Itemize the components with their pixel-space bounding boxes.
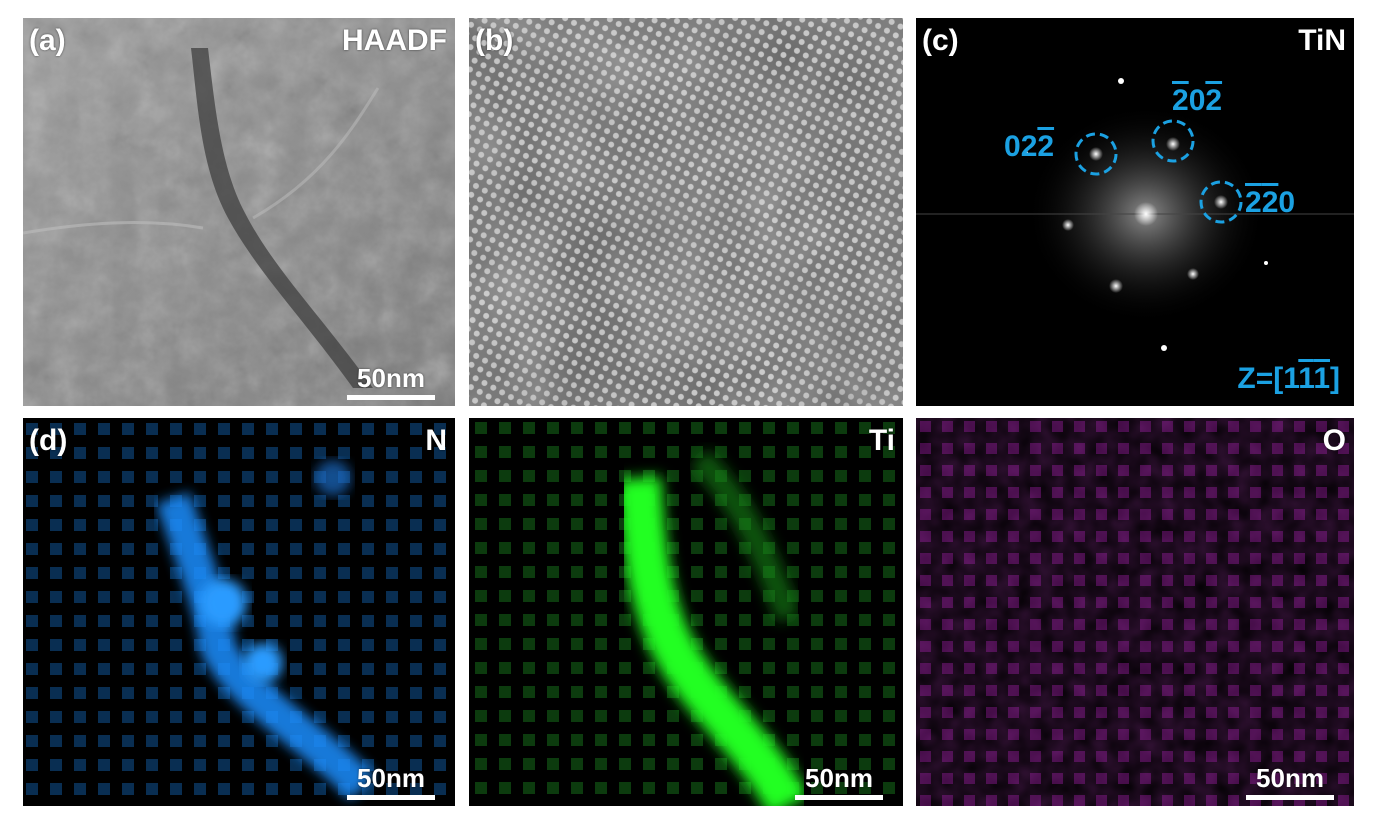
panel-label-b: (b) xyxy=(475,24,514,57)
haadf-image xyxy=(23,18,455,406)
scale-bar-line-d xyxy=(347,795,435,800)
scale-bar-label-e: 50nm xyxy=(805,763,873,793)
panel-label-d: (d) xyxy=(29,424,68,457)
panel-f-o-map: O 50nm xyxy=(916,418,1354,806)
scale-bar-e: 50nm xyxy=(795,765,883,800)
zone-axis-suffix: ] xyxy=(1330,362,1340,395)
panel-c-fft: (c) TiN 022 202 220 Z=[111] xyxy=(916,18,1354,406)
index-0-2-2-pre: 0 xyxy=(1004,130,1021,163)
hrtem-image xyxy=(469,18,903,406)
panel-label-a: (a) xyxy=(29,24,66,57)
scale-bar-a: 50nm xyxy=(347,365,435,400)
ti-eds-map xyxy=(469,418,903,806)
element-label-ti: Ti xyxy=(868,424,895,457)
panel-d-n-map: (d) N 50nm xyxy=(23,418,455,806)
scale-bar-label-a: 50nm xyxy=(357,363,425,393)
zone-axis-prefix: Z=[1 xyxy=(1237,362,1299,395)
scale-bar-label-f: 50nm xyxy=(1256,763,1324,793)
element-label-o: O xyxy=(1322,424,1346,457)
mode-label-haadf: HAADF xyxy=(342,24,447,57)
n-eds-map xyxy=(23,418,455,806)
panel-e-ti-map: Ti 50nm xyxy=(469,418,903,806)
index-2-0-2: 202 xyxy=(1172,86,1222,116)
scale-bar-line-a xyxy=(347,395,435,400)
panel-a-haadf: (a) HAADF 50nm xyxy=(23,18,455,406)
phase-label-tin: TiN xyxy=(1298,24,1346,57)
panel-label-c: (c) xyxy=(922,24,959,57)
scale-bar-line-e xyxy=(795,795,883,800)
element-label-n: N xyxy=(425,424,447,457)
fft-pattern xyxy=(916,78,1354,351)
index-2-0-2-mid: 0 xyxy=(1188,84,1206,117)
zone-axis-bar2: 1 xyxy=(1313,362,1330,395)
zone-axis-bar1: 1 xyxy=(1298,362,1314,395)
index-2-2-0-bar2: 2 xyxy=(1261,186,1279,219)
index-0-2-2-bar: 2 xyxy=(1037,130,1055,163)
index-2-2-0-post: 0 xyxy=(1278,186,1296,219)
index-0-2-2-plain: 2 xyxy=(1020,130,1038,163)
scale-bar-d: 50nm xyxy=(347,765,435,800)
scale-bar-f: 50nm xyxy=(1246,765,1334,800)
scale-bar-label-d: 50nm xyxy=(357,763,425,793)
panel-b-hrtem: (b) xyxy=(469,18,903,406)
zone-axis-label: Z=[111] xyxy=(1237,364,1340,394)
index-0-2-2: 022 xyxy=(1004,132,1054,162)
index-2-2-0-bar1: 2 xyxy=(1245,186,1262,219)
index-2-0-2-bar2: 2 xyxy=(1205,84,1223,117)
index-2-0-2-bar1: 2 xyxy=(1172,84,1189,117)
o-eds-map xyxy=(916,418,1354,806)
index-2-2-0: 220 xyxy=(1245,188,1295,218)
scale-bar-line-f xyxy=(1246,795,1334,800)
